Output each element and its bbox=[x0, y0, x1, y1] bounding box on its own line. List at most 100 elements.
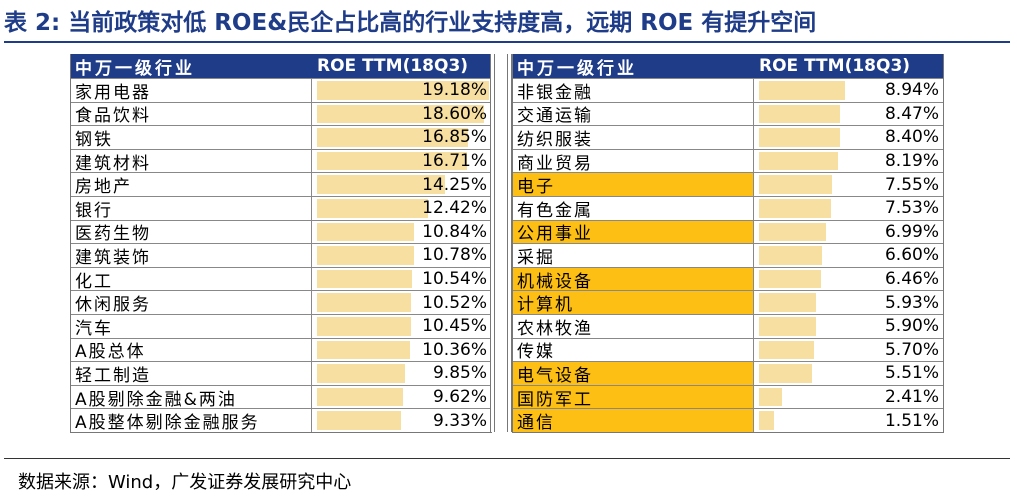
table-row: 电子 7.55% bbox=[513, 172, 943, 198]
table-row: 建筑材料 16.71% bbox=[71, 148, 491, 174]
roe-data-bar bbox=[317, 104, 484, 124]
roe-data-bar bbox=[317, 293, 411, 312]
table-row: 建筑装饰 10.78% bbox=[71, 243, 491, 268]
roe-value: 9.33% bbox=[432, 410, 487, 431]
industry-name: 纺织服装 bbox=[517, 129, 593, 150]
right-header-industry: 中万一级行业 bbox=[517, 58, 637, 79]
roe-value: 6.99% bbox=[884, 221, 939, 242]
row-highlight bbox=[513, 385, 753, 409]
table-title: 表 2: 当前政策对低 ROE&民企占比高的行业支持度高，远期 ROE 有提升空… bbox=[4, 10, 817, 36]
roe-data-bar bbox=[317, 198, 428, 218]
roe-data-bar bbox=[317, 411, 401, 430]
table-row: 钢铁 16.85% bbox=[71, 125, 491, 150]
roe-value: 10.52% bbox=[422, 292, 487, 313]
industry-name: A股整体剔除金融服务 bbox=[75, 413, 260, 434]
table-row: 食品饮料 18.60% bbox=[71, 101, 491, 126]
roe-value: 10.78% bbox=[422, 245, 487, 266]
industry-name: 采掘 bbox=[517, 247, 555, 268]
table-row: 商业贸易 8.19% bbox=[513, 148, 943, 174]
table-row: 有色金属 7.53% bbox=[513, 195, 943, 221]
roe-value: 19.18% bbox=[422, 80, 487, 101]
roe-value: 6.60% bbox=[884, 245, 939, 266]
row-highlight bbox=[513, 362, 753, 385]
roe-value: 12.42% bbox=[422, 198, 487, 219]
roe-value: 16.85% bbox=[422, 127, 487, 148]
column-divider bbox=[311, 291, 312, 314]
roe-value: 8.94% bbox=[884, 80, 939, 101]
industry-name: 银行 bbox=[75, 200, 113, 221]
roe-data-bar bbox=[759, 293, 816, 312]
column-divider bbox=[753, 409, 754, 432]
industry-name: A股剔除金融&两油 bbox=[75, 389, 237, 410]
roe-data-bar bbox=[317, 246, 414, 265]
industry-name: 传媒 bbox=[517, 342, 555, 363]
column-divider bbox=[311, 409, 312, 432]
roe-value: 5.90% bbox=[884, 316, 939, 337]
roe-data-bar bbox=[317, 364, 405, 383]
roe-data-bar bbox=[759, 269, 821, 289]
roe-data-bar bbox=[317, 316, 411, 336]
column-divider bbox=[311, 79, 312, 102]
column-divider bbox=[311, 267, 312, 291]
right-table-body: 非银金融 8.94% 交通运输 8.47% 纺织服装 8.40% 商业贸易 8.19% 电子 7.… bbox=[513, 78, 943, 434]
roe-value: 5.93% bbox=[884, 292, 939, 313]
table-row: 交通运输 8.47% bbox=[513, 101, 943, 126]
row-highlight bbox=[513, 173, 753, 196]
roe-value: 1.51% bbox=[884, 410, 939, 431]
roe-value: 10.36% bbox=[422, 339, 487, 360]
roe-value: 8.40% bbox=[884, 127, 939, 148]
left-roe-table: 中万一级行业 ROE TTM(18Q3) 家用电器 19.18% 食品饮料 18.60… bbox=[70, 54, 492, 433]
industry-name: A股总体 bbox=[75, 342, 146, 363]
table-row: 公用事业 6.99% bbox=[513, 219, 943, 244]
industry-name: 商业贸易 bbox=[517, 153, 593, 174]
industry-name: 机械设备 bbox=[517, 271, 593, 292]
industry-name: 建筑材料 bbox=[75, 153, 151, 174]
roe-data-bar bbox=[317, 128, 468, 147]
table-row: 银行 12.42% bbox=[71, 195, 491, 221]
roe-data-bar bbox=[317, 269, 412, 289]
industry-name: 农林牧渔 bbox=[517, 318, 593, 339]
industry-name: 计算机 bbox=[517, 295, 574, 316]
table-row: 汽车 10.45% bbox=[71, 313, 491, 339]
roe-value: 10.45% bbox=[422, 316, 487, 337]
roe-data-bar bbox=[759, 222, 826, 242]
roe-value: 5.70% bbox=[884, 339, 939, 360]
data-source: 数据来源：Wind，广发证券发展研究中心 bbox=[18, 472, 352, 493]
table-row: 农林牧渔 5.90% bbox=[513, 313, 943, 339]
roe-value: 10.54% bbox=[422, 269, 487, 290]
roe-value: 9.85% bbox=[432, 363, 487, 384]
industry-name: 房地产 bbox=[75, 177, 132, 198]
table-row: 纺织服装 8.40% bbox=[513, 125, 943, 150]
table-row: A股整体剔除金融服务 9.33% bbox=[71, 408, 491, 434]
column-divider bbox=[753, 196, 754, 220]
industry-name: 医药生物 bbox=[75, 224, 151, 245]
industry-name: 汽车 bbox=[75, 318, 113, 339]
column-divider bbox=[753, 102, 754, 126]
column-divider bbox=[311, 220, 312, 244]
roe-data-bar bbox=[759, 81, 845, 100]
row-highlight bbox=[513, 267, 753, 291]
roe-data-bar bbox=[317, 151, 467, 171]
table-row: 通信 1.51% bbox=[513, 408, 943, 434]
roe-data-bar bbox=[759, 198, 831, 218]
column-divider bbox=[311, 338, 312, 362]
column-divider bbox=[753, 385, 754, 409]
roe-data-bar bbox=[759, 151, 838, 171]
roe-value: 8.19% bbox=[884, 151, 939, 172]
roe-data-bar bbox=[759, 246, 822, 265]
industry-name: 钢铁 bbox=[75, 129, 113, 150]
industry-name: 通信 bbox=[517, 413, 555, 434]
right-header-roe: ROE TTM(18Q3) bbox=[759, 56, 911, 76]
column-divider bbox=[311, 362, 312, 385]
column-divider bbox=[753, 79, 754, 102]
table-separator bbox=[490, 54, 512, 432]
column-divider bbox=[753, 126, 754, 149]
column-divider bbox=[753, 173, 754, 196]
roe-value: 16.71% bbox=[422, 151, 487, 172]
table-row: 房地产 14.25% bbox=[71, 172, 491, 198]
table-row: 家用电器 19.18% bbox=[71, 78, 491, 103]
industry-name: 电子 bbox=[517, 177, 555, 198]
roe-data-bar bbox=[317, 81, 489, 100]
roe-data-bar bbox=[317, 340, 410, 360]
roe-data-bar bbox=[759, 175, 832, 194]
